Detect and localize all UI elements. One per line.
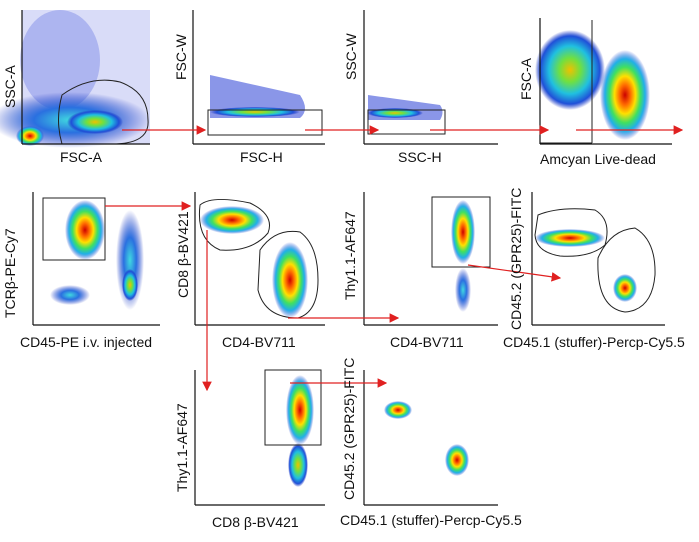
plot-cd45-congenic-cd8 bbox=[363, 370, 498, 506]
gate-tcrb-pos bbox=[42, 197, 106, 261]
ylabel-p2: FSC-W bbox=[173, 34, 189, 80]
gate-lymphocytes bbox=[58, 79, 149, 145]
xlabel-p4: Amcyan Live-dead bbox=[540, 151, 656, 167]
plot-fsc-a-ssc-a bbox=[0, 10, 150, 148]
ylabel-p3: SSC-W bbox=[343, 33, 359, 80]
gate-singlets-ssc bbox=[367, 109, 446, 135]
gate-thy11-cd4 bbox=[431, 196, 491, 268]
gating-arrows bbox=[105, 125, 684, 392]
ylabel-p9: Thy1.1-AF647 bbox=[174, 403, 190, 492]
xlabel-p6: CD4-BV711 bbox=[222, 334, 296, 350]
gate-cd4 bbox=[257, 230, 319, 319]
ylabel-p6: CD8 β-BV421 bbox=[175, 211, 191, 298]
plot-ssc-h-ssc-w bbox=[363, 10, 498, 145]
xlabel-p7: CD4-BV711 bbox=[390, 334, 464, 350]
gate-singlets-fsc bbox=[207, 109, 323, 136]
xlabel-p2: FSC-H bbox=[240, 149, 283, 165]
xlabel-p9: CD8 β-BV421 bbox=[212, 514, 299, 530]
gate-thy11-cd8 bbox=[264, 369, 322, 446]
plot-cd4-thy11 bbox=[363, 192, 498, 326]
ylabel-p8: CD45.2 (GPR25)-FITC bbox=[508, 187, 524, 330]
xlabel-p1: FSC-A bbox=[60, 149, 102, 165]
plot-cd8-thy11 bbox=[194, 369, 325, 506]
plot-cd45-tcrb bbox=[32, 192, 160, 326]
ylabel-p10: CD45.2 (GPR25)-FITC bbox=[341, 357, 357, 500]
plot-fsc-h-fsc-w bbox=[192, 10, 325, 145]
plot-live-dead bbox=[535, 18, 672, 145]
plot-cd45-congenic-cd4 bbox=[531, 192, 665, 326]
ylabel-p4: FSC-A bbox=[518, 58, 534, 100]
ylabel-p7: Thy1.1-AF647 bbox=[342, 211, 358, 300]
gate-cd451 bbox=[597, 227, 656, 313]
ylabel-p1: SSC-A bbox=[2, 65, 18, 108]
xlabel-p3: SSC-H bbox=[398, 149, 442, 165]
arrow-p7-p8 bbox=[467, 264, 562, 282]
plot-cd4-cd8 bbox=[194, 192, 325, 326]
xlabel-p8: CD45.1 (stuffer)-Percp-Cy5.5 bbox=[503, 334, 685, 350]
xlabel-p10: CD45.1 (stuffer)-Percp-Cy5.5 bbox=[340, 512, 522, 528]
ylabel-p5: TCRβ-PE-Cy7 bbox=[2, 228, 18, 318]
gate-cd8 bbox=[198, 199, 270, 251]
xlabel-p5: CD45-PE i.v. injected bbox=[20, 334, 153, 350]
